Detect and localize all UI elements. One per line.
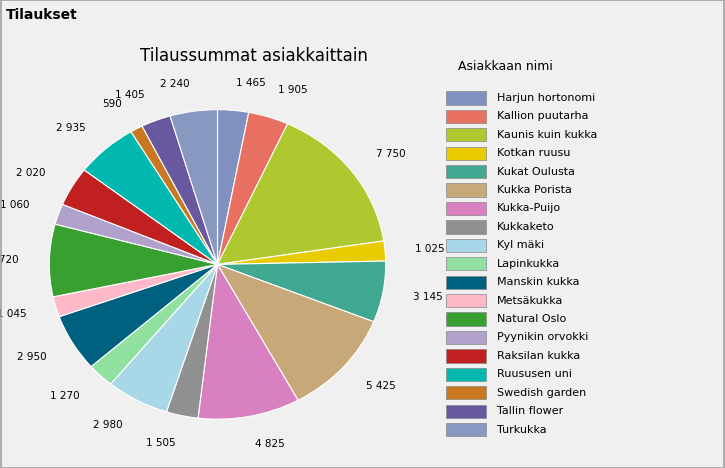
Text: Swedish garden: Swedish garden — [497, 388, 587, 398]
FancyBboxPatch shape — [447, 110, 486, 123]
Text: Tallin flower: Tallin flower — [497, 406, 563, 416]
FancyBboxPatch shape — [447, 220, 486, 234]
Text: Kallion puutarha: Kallion puutarha — [497, 111, 589, 121]
Text: Ruususen uni: Ruususen uni — [497, 369, 572, 380]
Text: Raksilan kukka: Raksilan kukka — [497, 351, 581, 361]
Text: Kotkan ruusu: Kotkan ruusu — [497, 148, 571, 158]
Text: 1 505: 1 505 — [146, 438, 175, 448]
Text: 2 950: 2 950 — [17, 352, 46, 362]
Text: 2 240: 2 240 — [160, 79, 189, 88]
Text: Lapinkukka: Lapinkukka — [497, 259, 560, 269]
Text: 2 935: 2 935 — [56, 123, 86, 133]
Wedge shape — [218, 241, 386, 264]
Text: Kukka-Puijo: Kukka-Puijo — [497, 204, 561, 213]
FancyBboxPatch shape — [447, 368, 486, 381]
Text: Tilaukset: Tilaukset — [6, 7, 78, 22]
Wedge shape — [218, 124, 384, 264]
Text: 4 825: 4 825 — [255, 439, 285, 449]
Text: Kukat Oulusta: Kukat Oulusta — [497, 167, 575, 176]
Text: 2 980: 2 980 — [93, 420, 123, 430]
Text: 1 025: 1 025 — [415, 243, 445, 254]
FancyBboxPatch shape — [447, 404, 486, 418]
Text: Kukkaketo: Kukkaketo — [497, 222, 555, 232]
Text: Natural Oslo: Natural Oslo — [497, 314, 566, 324]
Wedge shape — [91, 264, 218, 384]
FancyBboxPatch shape — [447, 423, 486, 436]
Text: Kaunis kuin kukka: Kaunis kuin kukka — [497, 130, 597, 140]
Wedge shape — [218, 110, 249, 264]
Wedge shape — [62, 170, 218, 264]
Text: 7 750: 7 750 — [376, 149, 405, 160]
Wedge shape — [111, 264, 218, 412]
Text: 3 720: 3 720 — [0, 255, 19, 264]
FancyBboxPatch shape — [447, 183, 486, 197]
Wedge shape — [170, 110, 218, 264]
Text: 3 145: 3 145 — [413, 292, 442, 302]
Text: 1 060: 1 060 — [0, 200, 30, 210]
FancyBboxPatch shape — [447, 257, 486, 271]
Wedge shape — [218, 112, 288, 264]
FancyBboxPatch shape — [447, 165, 486, 178]
FancyBboxPatch shape — [447, 276, 486, 289]
Text: Metsäkukka: Metsäkukka — [497, 296, 563, 306]
Wedge shape — [55, 205, 217, 264]
Text: 2 020: 2 020 — [17, 168, 46, 177]
Wedge shape — [218, 261, 386, 322]
Text: Kyl mäki: Kyl mäki — [497, 241, 544, 250]
FancyBboxPatch shape — [447, 313, 486, 326]
Wedge shape — [49, 224, 218, 297]
Text: 1 045: 1 045 — [0, 309, 27, 320]
Text: Pyynikin orvokki: Pyynikin orvokki — [497, 332, 589, 343]
Text: Manskin kukka: Manskin kukka — [497, 277, 580, 287]
Text: 1 465: 1 465 — [236, 78, 266, 88]
Text: 590: 590 — [102, 99, 122, 110]
Wedge shape — [84, 132, 218, 264]
Text: Turkukka: Turkukka — [497, 424, 547, 435]
Wedge shape — [59, 264, 218, 366]
FancyBboxPatch shape — [447, 294, 486, 307]
Wedge shape — [167, 264, 218, 418]
FancyBboxPatch shape — [447, 91, 486, 104]
FancyBboxPatch shape — [447, 239, 486, 252]
Text: Harjun hortonomi: Harjun hortonomi — [497, 93, 595, 103]
Wedge shape — [198, 264, 298, 419]
FancyBboxPatch shape — [447, 202, 486, 215]
Text: 1 405: 1 405 — [115, 89, 145, 100]
Text: 5 425: 5 425 — [366, 380, 396, 391]
FancyBboxPatch shape — [447, 331, 486, 344]
Wedge shape — [142, 116, 218, 264]
FancyBboxPatch shape — [447, 386, 486, 399]
Text: 1 270: 1 270 — [50, 391, 80, 401]
FancyBboxPatch shape — [447, 349, 486, 363]
Wedge shape — [218, 264, 373, 400]
FancyBboxPatch shape — [447, 146, 486, 160]
Wedge shape — [53, 264, 218, 317]
Text: Tilaussummat asiakkaittain: Tilaussummat asiakkaittain — [140, 47, 368, 65]
Text: Asiakkaan nimi: Asiakkaan nimi — [457, 60, 552, 73]
Text: Kukka Porista: Kukka Porista — [497, 185, 572, 195]
FancyBboxPatch shape — [447, 128, 486, 141]
Wedge shape — [131, 126, 218, 264]
Text: 1 905: 1 905 — [278, 86, 307, 95]
